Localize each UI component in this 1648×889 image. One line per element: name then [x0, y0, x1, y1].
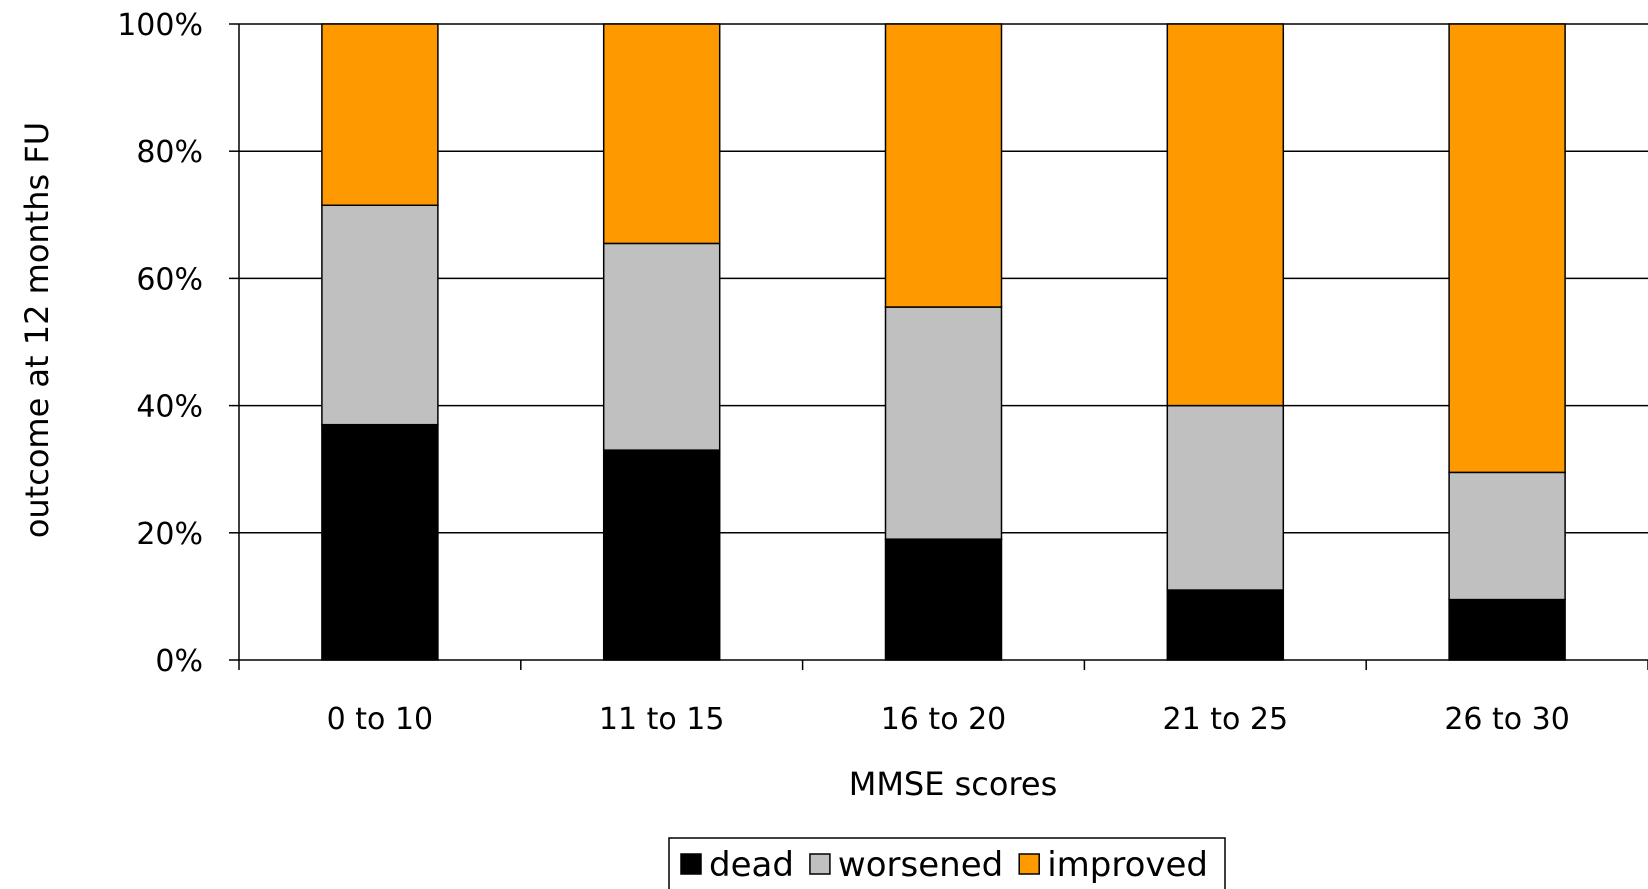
- bar-segment-improved: [1448, 23, 1566, 474]
- x-tick-label: 0 to 10: [327, 702, 433, 737]
- y-tick-labels: 0% 20% 40% 60% 80% 100%: [117, 8, 203, 679]
- bar-segment-dead: [1448, 598, 1566, 661]
- bar-segment-worsened: [321, 204, 439, 426]
- legend-label-dead: dead: [709, 845, 794, 885]
- bar-segment-improved: [602, 23, 721, 245]
- x-axis-title: MMSE scores: [849, 765, 1058, 803]
- bar-segment-worsened: [1166, 404, 1285, 591]
- y-tick-label: 60%: [136, 262, 203, 297]
- bar-segment-dead: [1166, 589, 1285, 661]
- x-tick-label: 16 to 20: [881, 702, 1007, 737]
- x-tick-label: 26 to 30: [1444, 702, 1570, 737]
- legend-box: [668, 837, 1226, 889]
- bar-segment-improved: [884, 23, 1003, 308]
- y-tick-label: 40%: [136, 390, 203, 425]
- y-tick-label: 20%: [136, 517, 203, 552]
- y-tick-label: 80%: [136, 135, 203, 170]
- legend-swatch-dead: [680, 853, 702, 875]
- legend: dead worsened improved: [668, 837, 1226, 889]
- bars: [321, 23, 1566, 661]
- bar-segment-dead: [321, 423, 439, 661]
- bar-segment-dead: [602, 449, 721, 661]
- legend-swatch-improved: [1018, 853, 1040, 875]
- bar-segment-dead: [884, 538, 1003, 661]
- legend-swatch-worsened: [809, 853, 831, 875]
- x-tick-label: 11 to 15: [599, 702, 725, 737]
- bar-segment-worsened: [884, 306, 1003, 540]
- axes: [238, 24, 1648, 670]
- legend-label-improved: improved: [1047, 845, 1208, 885]
- y-tick-label: 0%: [155, 644, 203, 679]
- bar-segment-worsened: [1448, 471, 1566, 601]
- y-axis-title: outcome at 12 months FU: [18, 122, 56, 538]
- bar-segment-improved: [1166, 23, 1285, 407]
- legend-label-worsened: worsened: [838, 845, 1003, 885]
- x-tick-label: 21 to 25: [1163, 702, 1289, 737]
- x-tick-labels: 0 to 10 11 to 15 16 to 20 21 to 25 26 to 30: [327, 702, 1570, 737]
- bar-segment-improved: [321, 23, 439, 207]
- bar-segment-worsened: [602, 242, 721, 451]
- y-tick-label: 100%: [117, 8, 203, 43]
